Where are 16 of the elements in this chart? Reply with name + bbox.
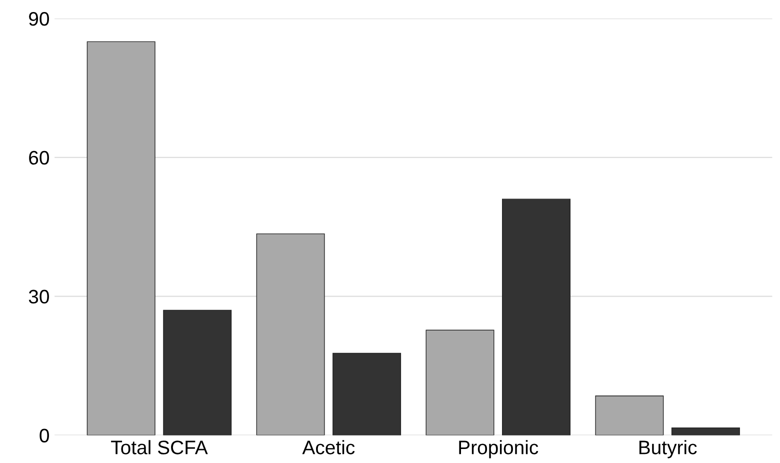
x-tick-label: Propionic	[459, 440, 538, 458]
bar	[426, 330, 494, 436]
y-tick-label: 90	[29, 12, 49, 26]
bar	[256, 233, 325, 436]
bar	[595, 396, 664, 436]
x-tick-label: Butyric	[639, 440, 697, 458]
bar	[86, 41, 156, 436]
bar	[163, 310, 232, 436]
bar	[332, 352, 402, 436]
bar	[671, 427, 740, 436]
x-tick-label: Acetic	[302, 440, 355, 454]
y-tick-label: 30	[28, 290, 49, 304]
y-tick-label: 0	[40, 428, 49, 442]
y-tick-label: 60	[29, 150, 49, 165]
bar	[502, 198, 570, 436]
x-tick-label: Total SCFA	[111, 440, 208, 454]
